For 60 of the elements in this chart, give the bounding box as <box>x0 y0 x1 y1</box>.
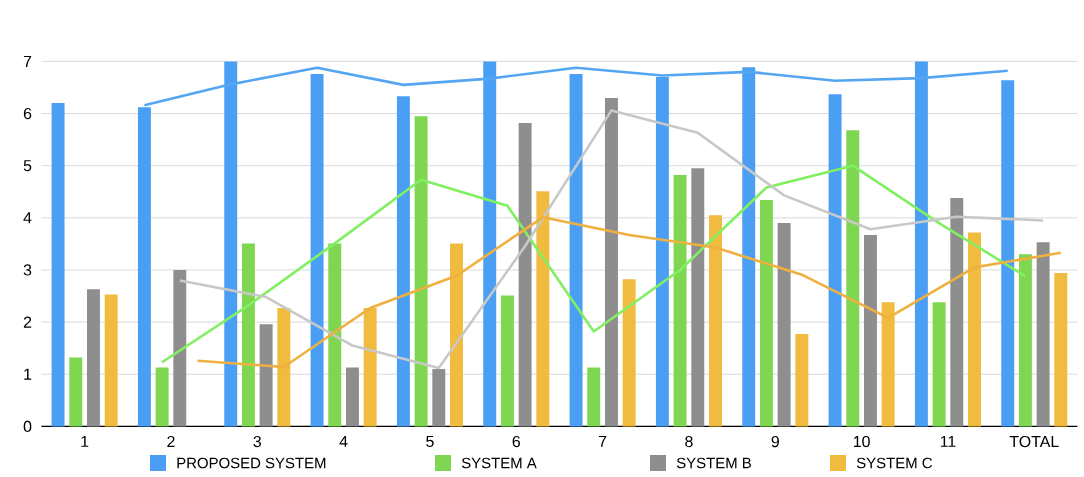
x-tick-label: 10 <box>853 435 870 448</box>
bar <box>622 279 636 427</box>
line-series <box>178 109 1045 370</box>
bar <box>846 130 860 427</box>
line-series <box>160 164 1027 364</box>
bar <box>432 369 446 427</box>
bar <box>1018 254 1032 427</box>
bar <box>310 73 324 427</box>
legend-label: SYSTEM C <box>856 457 933 469</box>
bar <box>500 295 514 427</box>
x-tick-label: 8 <box>685 435 693 448</box>
x-tick-label: 11 <box>940 435 956 447</box>
bar <box>777 223 791 427</box>
bar <box>104 294 118 427</box>
bar <box>518 122 532 427</box>
bar <box>1036 242 1050 427</box>
bar <box>691 168 705 427</box>
y-tick-label: 0 <box>23 420 32 433</box>
x-tick-label: 6 <box>512 435 520 448</box>
y-tick-label: 6 <box>23 107 32 120</box>
x-tick-label: 4 <box>339 435 348 447</box>
x-tick-label: 3 <box>253 435 262 448</box>
legend-label: PROPOSED SYSTEM <box>177 457 326 469</box>
bar <box>69 357 83 427</box>
bar <box>828 94 842 427</box>
bar <box>950 198 964 427</box>
bar <box>673 175 687 427</box>
bar <box>587 367 601 427</box>
bar <box>328 243 342 427</box>
x-tick-label: 7 <box>598 435 607 447</box>
bar <box>569 73 583 427</box>
bar <box>396 96 410 427</box>
bar <box>259 324 273 427</box>
y-tick-label: 4 <box>23 212 32 224</box>
y-tick-label: 3 <box>23 264 32 276</box>
bar <box>86 289 100 427</box>
legend-label: SYSTEM B <box>676 457 751 469</box>
bar <box>155 367 169 427</box>
bar <box>1001 80 1015 427</box>
y-tick-label: 7 <box>23 55 32 67</box>
y-tick-label: 2 <box>23 316 32 328</box>
bar <box>345 367 359 427</box>
bar <box>51 103 65 427</box>
y-tick-label: 5 <box>23 160 32 172</box>
x-tick-label: 2 <box>167 435 175 448</box>
bar <box>414 116 428 427</box>
bar <box>863 235 877 427</box>
x-tick-label: 5 <box>426 435 434 448</box>
legend-label: SYSTEM A <box>461 457 537 469</box>
bar <box>173 269 187 427</box>
bar <box>241 243 255 427</box>
bar <box>604 97 618 427</box>
bar <box>795 334 809 427</box>
x-tick-label: 9 <box>771 435 779 448</box>
bar <box>1054 273 1068 427</box>
x-tick-label: 1 <box>81 435 89 447</box>
x-tick-label: TOTAL <box>1009 435 1059 448</box>
bar <box>932 302 946 427</box>
y-tick-label: 1 <box>24 368 32 380</box>
bar <box>759 200 773 427</box>
